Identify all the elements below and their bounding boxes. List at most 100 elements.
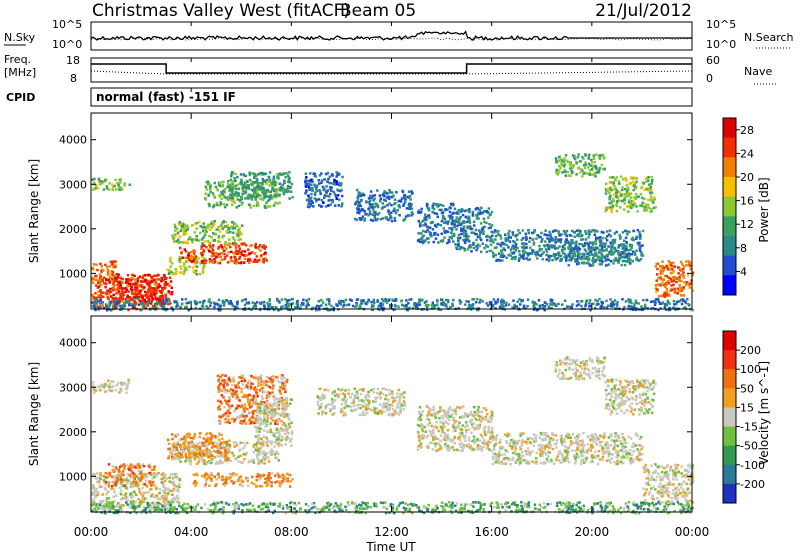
time-axis: 00:00 04:00 08:00 12:00 16:00 20:00 00:00: [74, 22, 710, 539]
scatter-region: [354, 188, 414, 223]
colorbar-segment: [723, 407, 736, 428]
colorbar-segment: [723, 445, 736, 466]
nave-trace: [90, 70, 693, 75]
cpid-panel: CPID normal (fast) -151 IF: [6, 87, 693, 107]
scatter-region: [454, 206, 494, 254]
colorbar-tick-label: 8: [740, 242, 747, 255]
scatter-region: [91, 500, 695, 515]
colorbar-segment: [723, 196, 736, 217]
scatter-region: [192, 472, 294, 488]
colorbar-tick-label: -50: [740, 440, 758, 453]
freq-unit: [MHz]: [4, 66, 36, 79]
y-tick-label: 2000: [59, 426, 87, 439]
colorbar-tick-label: 24: [740, 147, 754, 160]
scatter-region: [642, 463, 695, 506]
scatter-region: [171, 220, 244, 245]
colorbar-segment: [723, 216, 736, 237]
colorbar-segment: [723, 177, 736, 198]
colorbar-tick-label: 100: [740, 363, 761, 376]
x-tick-label: 08:00: [274, 525, 309, 539]
colorbar-segment: [723, 369, 736, 389]
nsearch-tick-high: 10^5: [706, 18, 736, 31]
colorbar-segment: [723, 483, 736, 504]
scatter-region: [216, 373, 289, 426]
freq-tick-high: 18: [66, 54, 80, 67]
nsearch-tick-low: 10^0: [706, 38, 736, 51]
nave-tick-high: 60: [706, 54, 720, 67]
colorbar-tick-label: 15: [740, 401, 754, 414]
scatter-region: [104, 463, 157, 488]
velocity-colorbar-label: Velocity [m s^-1]: [757, 361, 771, 465]
scatter-region: [316, 387, 407, 417]
scatter-region: [416, 405, 494, 453]
x-tick-label: 12:00: [374, 525, 409, 539]
colorbar-segment: [723, 118, 736, 139]
colorbar-tick-label: 50: [740, 382, 754, 395]
colorbar-segment: [723, 350, 736, 370]
scatter-region: [91, 378, 131, 394]
colorbar-segment: [723, 464, 736, 485]
y-tick-label: 4000: [59, 134, 87, 147]
scatter-region: [253, 396, 294, 448]
scatter-region: [228, 171, 294, 200]
x-tick-label: 20:00: [575, 525, 610, 539]
nsky-tick-low: 10^0: [52, 38, 82, 51]
colorbar-frame: [722, 117, 737, 296]
colorbar-tick-label: -100: [740, 459, 765, 472]
colorbar-segment: [723, 331, 736, 351]
power-ylabel: Slant Range [km]: [27, 159, 41, 263]
freq-label: Freq.: [4, 53, 31, 66]
scatter-region: [491, 228, 645, 263]
colorbar-segment: [723, 275, 736, 296]
time-axis-label: Time UT: [365, 540, 416, 554]
nave-label: Nave: [744, 65, 772, 78]
velocity-heatmap: [91, 356, 695, 515]
colorbar-tick-label: 12: [740, 218, 754, 231]
noise-panel: N.Sky 10^5 10^0 10^5 10^0 N.Search: [4, 18, 794, 51]
velocity-colorbar: 200 100 50 15 -15 -50 -100 -200: [722, 330, 765, 504]
station-title: Christmas Valley West (fitACF): [92, 1, 350, 21]
x-tick-label: 00:00: [675, 525, 710, 539]
x-tick-label: 00:00: [74, 525, 109, 539]
scatter-region: [416, 202, 457, 245]
frequency-trace: [91, 63, 692, 74]
colorbar-segment: [723, 157, 736, 178]
power-colorbar: 4 8 12 16 20 24 28: [722, 117, 754, 296]
colorbar-tick-label: -15: [740, 421, 758, 434]
nsky-label: N.Sky: [4, 31, 36, 44]
y-tick-label: 1000: [59, 470, 87, 483]
cpid-label: CPID: [6, 91, 35, 104]
colorbar-frame: [722, 330, 737, 504]
power-colorbar-label: Power [dB]: [757, 177, 771, 242]
nsearch-label: N.Search: [744, 31, 794, 44]
y-tick-label: 3000: [59, 178, 87, 191]
colorbar-tick-label: 28: [740, 124, 754, 137]
y-tick-label: 4000: [59, 337, 87, 350]
y-tick-label: 1000: [59, 267, 87, 280]
velocity-panel: 1000 2000 3000 4000 Slant Range [km]: [27, 315, 695, 515]
y-tick-label: 2000: [59, 223, 87, 236]
scatter-region: [554, 153, 606, 178]
scatter-region: [554, 356, 607, 381]
colorbar-tick-label: -200: [740, 478, 765, 491]
colorbar-segment: [723, 236, 736, 257]
noise-search-trace: [90, 37, 693, 41]
noise-sky-trace: [90, 30, 692, 41]
scatter-region: [91, 177, 131, 192]
scatter-region: [491, 431, 644, 466]
beam-label: Beam 05: [340, 1, 416, 21]
power-heatmap: [91, 153, 695, 312]
cpid-value: normal (fast) -151 IF: [96, 90, 236, 104]
x-tick-label: 04:00: [174, 525, 209, 539]
colorbar-tick-label: 4: [740, 265, 747, 278]
scatter-region: [654, 260, 695, 298]
scatter-region: [179, 242, 268, 265]
y-tick-label: 3000: [59, 381, 87, 394]
freq-tick-low: 8: [70, 72, 77, 85]
colorbar-tick-label: 16: [740, 195, 754, 208]
nsky-tick-high: 10^5: [52, 18, 82, 31]
colorbar-tick-label: 20: [740, 171, 754, 184]
scatter-region: [604, 378, 657, 416]
nave-tick-low: 0: [706, 72, 713, 85]
colorbar-segment: [723, 426, 736, 447]
